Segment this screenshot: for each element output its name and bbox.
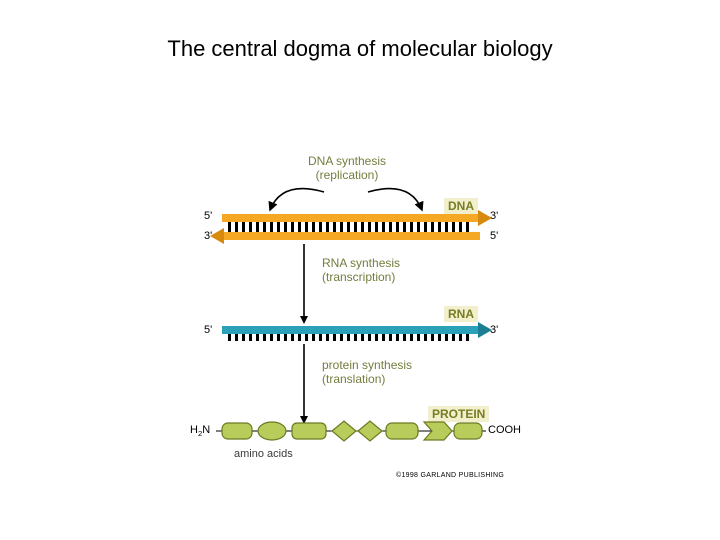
protein-chain-icon xyxy=(182,120,538,490)
amino-acids-label: amino acids xyxy=(234,448,293,460)
page-title: The central dogma of molecular biology xyxy=(0,36,720,62)
copyright-text: ©1998 GARLAND PUBLISHING xyxy=(396,472,504,479)
central-dogma-diagram: DNA synthesis (replication) DNA 5' 3' 3'… xyxy=(182,120,538,490)
